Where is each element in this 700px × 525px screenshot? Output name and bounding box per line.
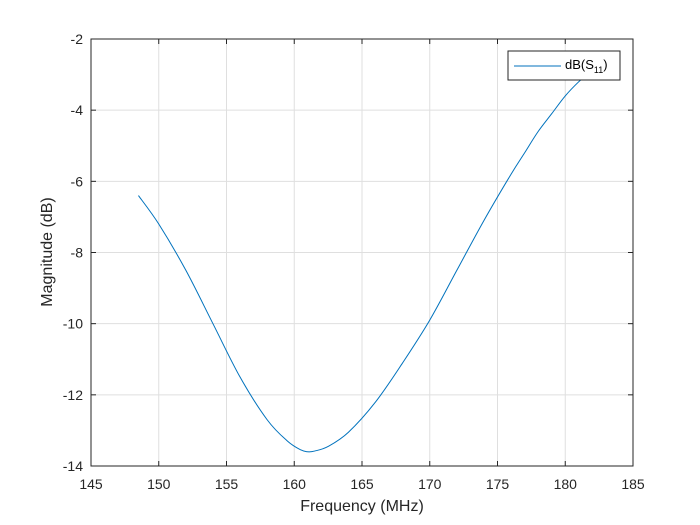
x-tick-label: 155 bbox=[215, 476, 239, 492]
series-line-s11 bbox=[138, 75, 586, 453]
ticks bbox=[90, 38, 634, 467]
y-axis-label: Magnitude (dB) bbox=[39, 197, 56, 306]
series-layer bbox=[138, 75, 586, 453]
x-axis-label: Frequency (MHz) bbox=[300, 498, 424, 515]
x-tick-label: 160 bbox=[283, 476, 307, 492]
y-tick-label: -12 bbox=[63, 387, 83, 403]
y-tick-label: -14 bbox=[63, 458, 83, 474]
y-tick-label: -8 bbox=[71, 245, 84, 261]
x-tick-label: 170 bbox=[418, 476, 442, 492]
x-tick-label: 185 bbox=[621, 476, 645, 492]
legend-label: dB(S11) bbox=[565, 57, 608, 75]
x-tick-label: 165 bbox=[350, 476, 374, 492]
y-tick-label: -4 bbox=[71, 102, 84, 118]
x-tick-label: 180 bbox=[554, 476, 578, 492]
x-tick-label: 145 bbox=[79, 476, 103, 492]
y-tick-label: -10 bbox=[63, 316, 83, 332]
legend-label-base: dB(S bbox=[565, 57, 594, 72]
y-tick-label: -6 bbox=[71, 173, 84, 189]
x-tick-label: 175 bbox=[486, 476, 510, 492]
legend-label-subscript: 11 bbox=[594, 65, 603, 75]
legend-box bbox=[507, 50, 621, 81]
y-tick-label: -2 bbox=[71, 31, 84, 47]
legend[interactable]: dB(S11) bbox=[507, 50, 621, 81]
legend-label-suffix: ) bbox=[603, 57, 607, 72]
x-tick-label: 150 bbox=[147, 476, 171, 492]
tick-labels: 145 150 155 160 165 170 175 180 185 -14 -12 -10 -8 -6… bbox=[63, 31, 645, 492]
